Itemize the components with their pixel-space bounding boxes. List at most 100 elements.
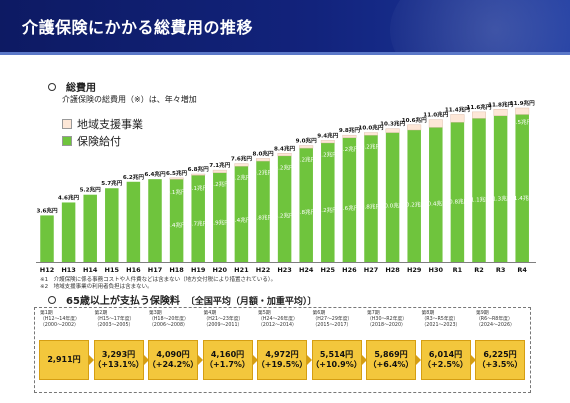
bar-benefit-H14	[83, 194, 97, 262]
premium-change: （+24.2%）	[147, 360, 199, 369]
page-title: 介護保険にかかる総費用の推移	[22, 18, 254, 37]
bar-regional-H29	[407, 124, 422, 131]
section-total-cost-subtitle: 介護保険の総費用（※）は、年々増加	[62, 95, 197, 104]
premium-arrow-icon	[361, 355, 367, 365]
section-premium-suffix: 〔全国平均（月額・加重平均）〕	[185, 297, 317, 307]
premium-period-name: 第8期	[421, 311, 435, 316]
premium-amount-box: 4,972円 （+19.5%）	[257, 340, 307, 380]
premium-amount-box: 4,090円 （+24.2%）	[148, 340, 198, 380]
premium-change: （+6.4%）	[368, 360, 414, 369]
chart-legend: 地域支援事業 保険給付	[62, 115, 143, 149]
x-tick-label-H19: H19	[191, 266, 206, 274]
section-total-cost-title: 総費用	[66, 83, 96, 94]
total-label-H19: 6.8兆円	[188, 165, 210, 173]
premium-period-name: 第2期	[94, 311, 108, 316]
premium-period-years: （H30～R2年度）	[367, 317, 408, 322]
premium-period-name: 第5期	[258, 311, 271, 316]
segment-label-regional-H27: 0.2兆円	[361, 143, 381, 151]
segment-label-benefit-H27: 9.8兆円	[361, 203, 381, 211]
premium-period-9: 第9期 （R6～R8年度） （2024～2026） 6,225円 （+3.5%）	[473, 308, 527, 394]
premium-change: （+2.5%）	[423, 360, 468, 369]
bar-benefit-R4	[515, 114, 529, 263]
total-label-R2: 11.6兆円	[467, 103, 492, 111]
header-banner: 介護保険にかかる総費用の推移	[0, 0, 570, 52]
segment-label-benefit-H29: 10.2兆円	[402, 201, 426, 209]
premium-period-name: 第7期	[367, 311, 380, 316]
cost-bar-chart: 3.6兆円 H12 4.6兆円 H13 5.2兆円 H14 5.7兆円 H15 6.2兆円 H16…	[36, 99, 536, 274]
segment-label-benefit-H22: 7.8兆円	[253, 214, 273, 222]
bar-regional-R1	[450, 114, 465, 123]
premium-change: （+10.9%）	[311, 360, 362, 369]
segment-label-regional-H19: 0.1兆円	[188, 184, 208, 192]
total-label-H18: 6.5兆円	[166, 169, 188, 177]
x-tick-label-H23: H23	[277, 266, 292, 274]
segment-label-benefit-R1: 10.8兆円	[446, 197, 470, 205]
x-tick-label-H17: H17	[148, 266, 163, 274]
total-label-R3: 11.8兆円	[488, 100, 513, 108]
premium-change: （+1.7%）	[205, 360, 250, 369]
segment-label-benefit-H26: 9.6兆円	[339, 204, 359, 212]
premium-period-name: 第6期	[312, 311, 326, 316]
premium-period-1: 第1期 （H12～14年度） （2000～2002） 2,911円	[37, 308, 91, 394]
segment-label-benefit-H23: 8.2兆円	[275, 211, 295, 219]
bar-benefit-R1	[450, 122, 465, 262]
bar-regional-H19	[191, 173, 206, 176]
premium-period-western: （2009～2011）	[203, 323, 243, 328]
total-label-H27: 10.0兆円	[359, 124, 384, 132]
total-label-R4: 11.9兆円	[510, 99, 535, 107]
premium-period-western: （2003～2005）	[94, 323, 134, 328]
premium-period-years: （R3～R5年度）	[421, 317, 459, 322]
x-tick-label-R1: R1	[453, 266, 463, 274]
bar-benefit-H29	[407, 130, 421, 262]
premium-amount: 4,972円	[265, 350, 299, 359]
bar-benefit-H22	[256, 161, 270, 262]
premium-period-western: （2012～2014）	[258, 323, 297, 328]
segment-label-benefit-H25: 9.2兆円	[318, 206, 338, 214]
x-tick-label-H26: H26	[342, 266, 357, 274]
total-label-H26: 9.8兆円	[339, 126, 361, 134]
premium-period-western: （2015～2017）	[312, 323, 352, 328]
chart-note-2: ※2 地域支援事業の利用者負担は含まない。	[40, 284, 153, 290]
bar-benefit-R2	[472, 118, 486, 263]
bar-benefit-H23	[277, 155, 292, 262]
x-tick-label-R4: R4	[517, 266, 527, 274]
premium-timeline: 第1期 （H12～14年度） （2000～2002） 2,911円 第2期 （H15～17…	[34, 307, 531, 393]
premium-amount-box: 4,160円 （+1.7%）	[202, 340, 253, 380]
legend-swatch-regional	[62, 118, 72, 129]
x-tick-label-H13: H13	[61, 266, 76, 274]
bar-regional-R3	[493, 109, 508, 116]
bar-regional-R4	[515, 107, 530, 115]
legend-label-regional: 地域支援事業	[77, 117, 143, 131]
total-label-H30: 11.0兆円	[423, 111, 448, 119]
header-underline	[0, 52, 570, 55]
total-label-H20: 7.1兆円	[209, 161, 231, 169]
bar-regional-H23	[277, 153, 292, 157]
premium-period-label: 第5期 （H24～26年度） （2012～2014）	[258, 311, 298, 329]
total-label-H22: 8.0兆円	[252, 149, 274, 157]
premium-arrow-icon	[89, 355, 94, 365]
segment-label-regional-H25: 0.2兆円	[318, 150, 338, 158]
segment-label-regional-H23: 0.2兆円	[275, 163, 295, 171]
premium-period-label: 第9期 （R6～R8年度） （2024～2026）	[476, 311, 515, 329]
premium-period-label: 第4期 （H21～23年度） （2009～2011）	[204, 311, 244, 329]
premium-period-label: 第2期 （H15～17年度） （2003～2005）	[95, 311, 135, 329]
premium-period-western: （2006～2008）	[149, 323, 188, 328]
x-tick-label-H29: H29	[407, 266, 422, 274]
bar-regional-R2	[472, 111, 486, 119]
legend-swatch-benefit	[62, 135, 72, 146]
bar-benefit-H26	[342, 137, 357, 262]
segment-label-benefit-H21: 7.4兆円	[231, 216, 251, 224]
bar-benefit-H17	[148, 179, 162, 262]
chart-notes: ※1 介護保険に係る事務コストや人件費などは含まない（地方交付税により措置されて…	[40, 277, 276, 291]
x-tick-label-H20: H20	[213, 266, 228, 274]
premium-amount-box: 5,514円 （+10.9%）	[311, 340, 362, 380]
premium-period-3: 第3期 （H18～20年度） （2006～2008） 4,090円 （+24.2%）	[146, 308, 200, 394]
premium-amount-box: 5,869円 （+6.4%）	[366, 340, 416, 380]
x-tick-label-H24: H24	[299, 266, 314, 274]
premium-period-2: 第2期 （H15～17年度） （2003～2005） 3,293円 （+13.1%）	[92, 308, 146, 394]
total-label-H21: 7.6兆円	[231, 155, 253, 163]
premium-period-6: 第6期 （H27～29年度） （2015～2017） 5,514円 （+10.9%）	[310, 308, 364, 394]
premium-period-years: （H21～23年度）	[203, 317, 244, 322]
premium-period-name: 第4期	[203, 311, 217, 316]
bullet-circle-icon	[48, 296, 56, 304]
